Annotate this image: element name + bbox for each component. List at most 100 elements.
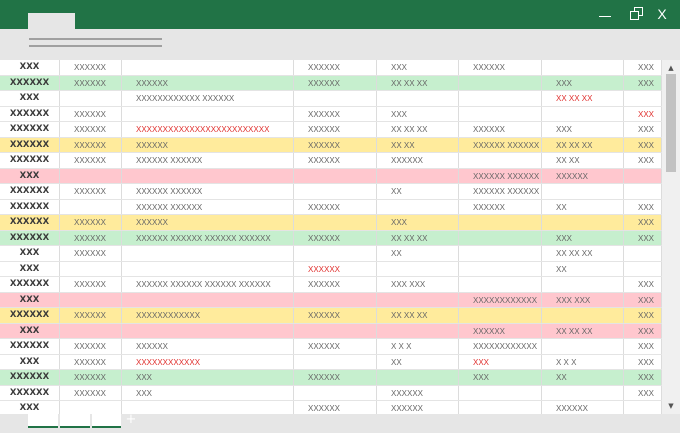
table-cell[interactable]: XXXXXX bbox=[294, 308, 377, 324]
table-cell[interactable]: XXXXXX bbox=[294, 230, 377, 246]
table-cell[interactable] bbox=[294, 215, 377, 231]
table-cell[interactable]: XXX bbox=[624, 385, 662, 401]
table-cell[interactable]: XXX bbox=[624, 370, 662, 386]
sheet-tab[interactable] bbox=[28, 414, 58, 428]
table-cell[interactable]: XXXXXX XXXXXX XXXXXX XXXXXX bbox=[122, 230, 294, 246]
table-cell[interactable]: XXXXXX bbox=[122, 75, 294, 91]
table-cell[interactable]: XXXXXX bbox=[459, 199, 542, 215]
table-cell[interactable]: XXXXXX XXXXXX bbox=[122, 184, 294, 200]
row-key-cell[interactable]: XXX bbox=[0, 168, 60, 184]
table-cell[interactable] bbox=[294, 246, 377, 262]
table-cell[interactable]: XXX bbox=[624, 354, 662, 370]
table-cell[interactable] bbox=[377, 292, 459, 308]
table-cell[interactable]: XX bbox=[377, 184, 459, 200]
table-cell[interactable]: XXX XXX bbox=[377, 277, 459, 293]
row-key-cell[interactable]: XXXXXX bbox=[0, 215, 60, 231]
table-cell[interactable] bbox=[542, 308, 624, 324]
table-cell[interactable]: XXXXXX bbox=[60, 215, 122, 231]
table-cell[interactable]: XXXXXX bbox=[294, 370, 377, 386]
table-cell[interactable] bbox=[377, 261, 459, 277]
table-cell[interactable]: XXX bbox=[624, 339, 662, 355]
row-key-cell[interactable]: XXX bbox=[0, 246, 60, 262]
minimize-button[interactable] bbox=[595, 5, 615, 23]
row-key-cell[interactable]: XXX bbox=[0, 261, 60, 277]
row-key-cell[interactable]: XXXXXX bbox=[0, 199, 60, 215]
table-cell[interactable]: XXXXXX bbox=[294, 261, 377, 277]
table-cell[interactable] bbox=[294, 184, 377, 200]
table-cell[interactable]: XXXXXX bbox=[60, 385, 122, 401]
table-cell[interactable]: XXXXXX bbox=[122, 215, 294, 231]
table-cell[interactable] bbox=[122, 168, 294, 184]
table-cell[interactable] bbox=[377, 323, 459, 339]
table-cell[interactable]: XXXXXX bbox=[122, 137, 294, 153]
table-cell[interactable]: XX XX XX bbox=[377, 308, 459, 324]
sheet-tab[interactable] bbox=[92, 414, 121, 428]
table-cell[interactable] bbox=[624, 261, 662, 277]
table-cell[interactable]: XXXXXX bbox=[60, 277, 122, 293]
table-cell[interactable]: XX XX bbox=[377, 137, 459, 153]
table-cell[interactable] bbox=[122, 323, 294, 339]
table-cell[interactable]: XXXXXX bbox=[60, 370, 122, 386]
table-cell[interactable]: XXXXXX bbox=[60, 106, 122, 122]
table-cell[interactable]: XX XX XX bbox=[542, 91, 624, 107]
table-cell[interactable] bbox=[122, 261, 294, 277]
row-key-cell[interactable]: XXX bbox=[0, 60, 60, 76]
table-cell[interactable] bbox=[542, 339, 624, 355]
table-cell[interactable]: XXX bbox=[624, 60, 662, 76]
table-cell[interactable]: XX XX XX bbox=[542, 246, 624, 262]
table-cell[interactable]: XX XX XX bbox=[542, 137, 624, 153]
table-cell[interactable]: XXX bbox=[377, 215, 459, 231]
table-cell[interactable]: XXXXXX bbox=[60, 122, 122, 138]
table-cell[interactable]: XXX bbox=[624, 308, 662, 324]
row-key-cell[interactable]: XXX bbox=[0, 292, 60, 308]
scroll-thumb[interactable] bbox=[666, 74, 676, 172]
table-cell[interactable] bbox=[377, 199, 459, 215]
table-cell[interactable]: XXXXXX bbox=[459, 122, 542, 138]
table-cell[interactable] bbox=[459, 277, 542, 293]
table-cell[interactable] bbox=[122, 401, 294, 414]
table-cell[interactable]: X X X bbox=[377, 339, 459, 355]
table-cell[interactable] bbox=[542, 106, 624, 122]
table-cell[interactable] bbox=[294, 168, 377, 184]
table-cell[interactable] bbox=[459, 153, 542, 169]
table-cell[interactable] bbox=[459, 401, 542, 414]
row-key-cell[interactable]: XXXXXX bbox=[0, 75, 60, 91]
table-cell[interactable] bbox=[542, 184, 624, 200]
table-cell[interactable]: XXX bbox=[624, 106, 662, 122]
table-cell[interactable]: XXXXXX bbox=[542, 401, 624, 414]
table-cell[interactable]: XX XX bbox=[542, 153, 624, 169]
table-cell[interactable]: XXXXXX bbox=[60, 60, 122, 76]
row-key-cell[interactable]: XXX bbox=[0, 323, 60, 339]
table-cell[interactable] bbox=[542, 385, 624, 401]
table-cell[interactable]: XXXXXX XXXXXX bbox=[122, 153, 294, 169]
table-cell[interactable] bbox=[294, 385, 377, 401]
row-key-cell[interactable]: XXXXXX bbox=[0, 122, 60, 138]
table-cell[interactable] bbox=[459, 385, 542, 401]
table-cell[interactable]: XXXXXXXXXXXX bbox=[122, 354, 294, 370]
table-cell[interactable] bbox=[459, 308, 542, 324]
row-key-cell[interactable]: XXXXXX bbox=[0, 339, 60, 355]
table-cell[interactable]: XXXXXX bbox=[60, 354, 122, 370]
table-cell[interactable]: XXXXXX bbox=[294, 60, 377, 76]
table-cell[interactable]: XXXXXX bbox=[294, 199, 377, 215]
table-cell[interactable] bbox=[60, 199, 122, 215]
close-button[interactable]: X bbox=[657, 6, 667, 22]
table-cell[interactable]: XX bbox=[542, 261, 624, 277]
table-cell[interactable]: XXX bbox=[459, 354, 542, 370]
table-cell[interactable] bbox=[122, 106, 294, 122]
row-key-cell[interactable]: XXXXXX bbox=[0, 184, 60, 200]
table-cell[interactable]: XXX bbox=[624, 292, 662, 308]
table-cell[interactable]: XXX bbox=[624, 323, 662, 339]
table-cell[interactable]: XXXXXX bbox=[122, 339, 294, 355]
table-cell[interactable]: XXXXXXXXXXXX bbox=[459, 339, 542, 355]
row-key-cell[interactable]: XXXXXX bbox=[0, 106, 60, 122]
table-cell[interactable] bbox=[624, 246, 662, 262]
table-cell[interactable]: XXX XXX bbox=[542, 292, 624, 308]
table-cell[interactable]: XXXXXX bbox=[60, 75, 122, 91]
table-cell[interactable]: XX bbox=[542, 199, 624, 215]
table-cell[interactable]: XXXXXXXXXXXX XXXXXX bbox=[122, 91, 294, 107]
table-cell[interactable]: XXXXXX bbox=[459, 60, 542, 76]
table-cell[interactable]: XXX bbox=[542, 230, 624, 246]
row-key-cell[interactable]: XXXXXX bbox=[0, 153, 60, 169]
table-cell[interactable] bbox=[122, 292, 294, 308]
